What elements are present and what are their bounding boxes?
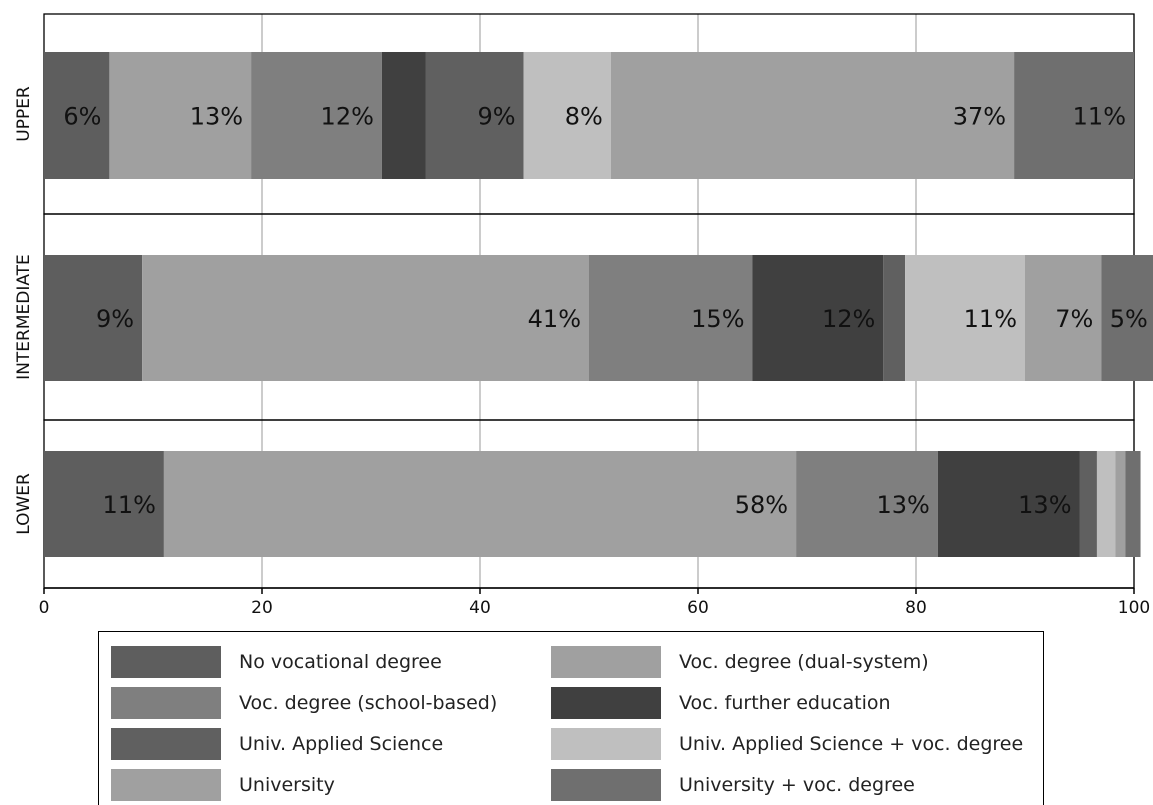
legend-label: No vocational degree (239, 651, 442, 673)
data-label: 8% (565, 103, 603, 131)
x-tick-label: 20 (251, 598, 273, 618)
legend-swatch (551, 769, 661, 801)
data-label: 9% (478, 103, 516, 131)
data-label: 15% (691, 305, 744, 333)
legend-label: Univ. Applied Science (239, 733, 444, 755)
data-label: 12% (822, 305, 875, 333)
bar-segment (381, 52, 426, 179)
data-label: 13% (190, 103, 243, 131)
bar-segment (163, 451, 797, 557)
data-label: 58% (735, 491, 788, 519)
data-label: 11% (1073, 103, 1126, 131)
data-label: 41% (528, 305, 581, 333)
bar-segment (883, 255, 906, 381)
bar-segment (1079, 451, 1097, 557)
legend-label: Voc. further education (679, 692, 891, 714)
legend-label: Voc. degree (school-based) (239, 692, 498, 714)
bar-segment (905, 255, 1025, 381)
legend-swatch (111, 687, 221, 719)
bar-segment (589, 255, 753, 381)
data-label: 12% (321, 103, 374, 131)
data-label: 5% (1110, 305, 1148, 333)
axes: UPPER INTERMEDIATE LOWER 0 20 40 60 80 100 (14, 86, 1150, 618)
bar-segment (1096, 451, 1116, 557)
category-label: LOWER (14, 473, 34, 535)
x-tick-label: 60 (687, 598, 709, 618)
legend: No vocational degree Voc. degree (dual-sy… (98, 631, 1044, 805)
bar-segment (1115, 451, 1126, 557)
category-label: UPPER (14, 86, 34, 142)
data-label: 11% (964, 305, 1017, 333)
bar-segment (44, 52, 110, 179)
data-label: 7% (1055, 305, 1093, 333)
bar-segment (937, 451, 1080, 557)
bar-segment (1101, 255, 1153, 381)
data-label: 11% (103, 491, 156, 519)
bars (44, 52, 1153, 557)
x-tick-label: 80 (905, 598, 927, 618)
legend-label: Univ. Applied Science + voc. degree (679, 733, 1024, 755)
bar-segment (109, 52, 252, 179)
x-tick-label: 0 (39, 598, 50, 618)
data-label: 9% (96, 305, 134, 333)
data-label: 13% (1018, 491, 1071, 519)
bar-segment (1014, 52, 1134, 179)
bar-segment (44, 451, 164, 557)
bar-segment (1025, 255, 1102, 381)
bar-segment (796, 451, 938, 557)
legend-label: University (239, 774, 335, 796)
bar-segment (752, 255, 884, 381)
bar-segment (425, 52, 524, 179)
bar-labels: 6% 13% 12% 9% 8% 37% 11% 9% 41% 15% 12% 11% 7% 5% 11% 5… (63, 103, 1147, 520)
legend-swatch (551, 646, 661, 678)
bar-segment (251, 52, 382, 179)
data-label: 13% (876, 491, 929, 519)
stacked-bar-chart: 6% 13% 12% 9% 8% 37% 11% 9% 41% 15% 12% 11% 7% 5% 11% 5… (14, 13, 1153, 618)
legend-swatch (551, 728, 661, 760)
bar-segment (142, 255, 589, 381)
legend-label: Voc. degree (dual-system) (679, 651, 929, 673)
bar-segment (523, 52, 611, 179)
x-tick-label: 100 (1118, 598, 1150, 618)
x-tick-label: 40 (469, 598, 491, 618)
legend-swatch (111, 769, 221, 801)
legend-swatch (111, 646, 221, 678)
data-label: 37% (953, 103, 1006, 131)
data-label: 6% (63, 103, 101, 131)
legend-swatch (551, 687, 661, 719)
bar-segment (44, 255, 143, 381)
category-label: INTERMEDIATE (14, 254, 34, 380)
legend-swatch (111, 728, 221, 760)
legend-label: University + voc. degree (679, 774, 915, 796)
bar-segment (1125, 451, 1141, 557)
bar-segment (610, 52, 1015, 179)
